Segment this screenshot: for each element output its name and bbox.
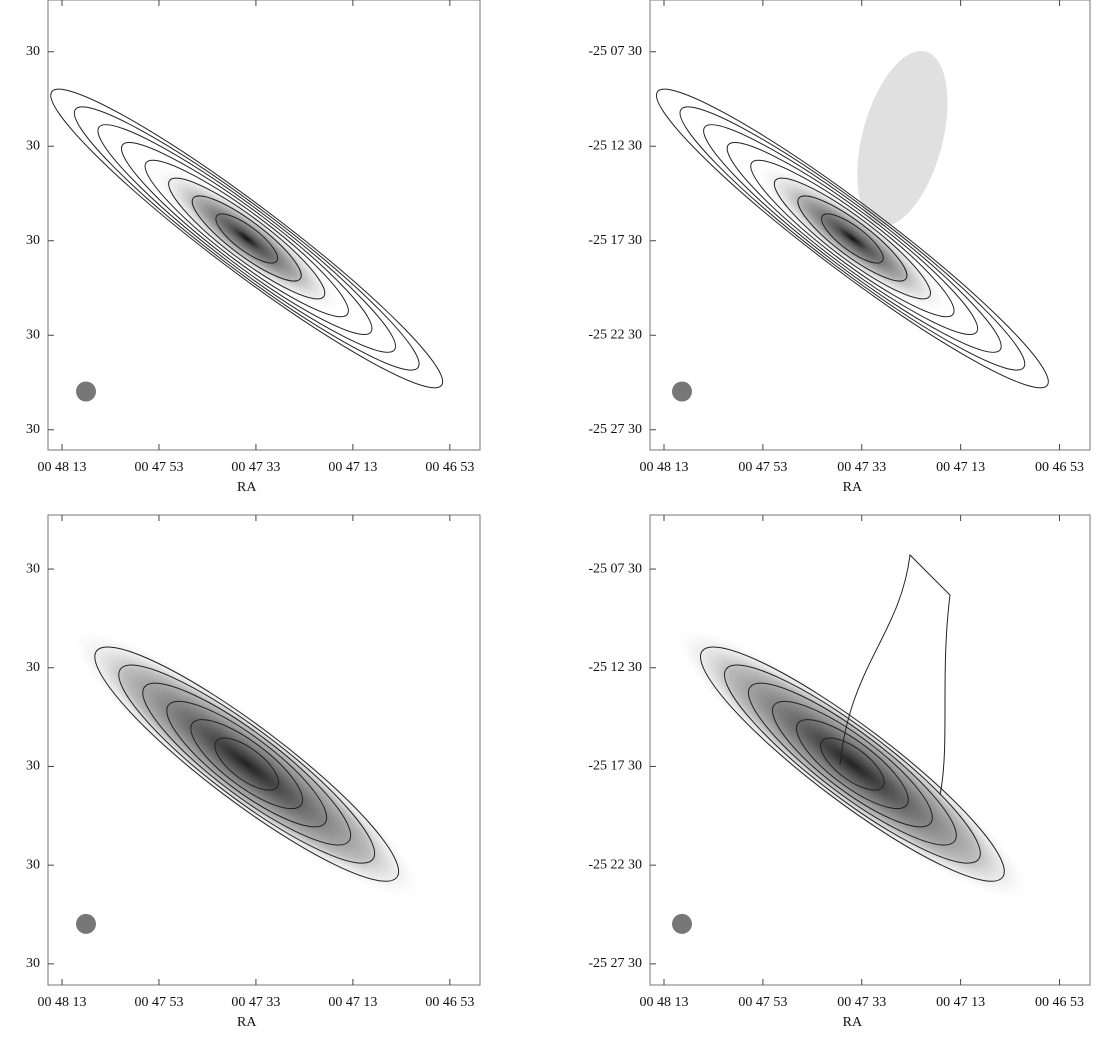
beam	[672, 913, 692, 934]
contour	[797, 195, 908, 282]
contour	[747, 682, 957, 846]
contour	[655, 88, 1049, 389]
contour	[796, 719, 909, 810]
galaxy-emission	[72, 629, 422, 899]
contour	[50, 88, 444, 389]
y-tick-label: 30	[26, 956, 40, 971]
contour	[118, 664, 376, 864]
image	[674, 553, 1030, 901]
x-tick-label: 00 47 13	[936, 460, 985, 475]
beam	[76, 913, 96, 934]
contour	[839, 553, 951, 796]
y-tick-label: 30	[26, 138, 40, 153]
contour	[750, 159, 955, 318]
contour	[215, 213, 279, 264]
x-axis-label: RA	[843, 480, 863, 495]
contour	[679, 106, 1026, 371]
x-tick-label: 00 47 33	[231, 995, 280, 1010]
image	[72, 629, 422, 899]
x-tick-label: 00 48 13	[38, 460, 87, 475]
contour	[773, 177, 931, 300]
y-tick-label: 30	[26, 857, 40, 872]
contour	[120, 141, 373, 336]
contour	[820, 737, 885, 791]
x-tick-label: 00 46 53	[1035, 995, 1084, 1010]
y-tick-label: -25 22 30	[588, 857, 642, 872]
x-tick-label: 00 48 13	[38, 995, 87, 1010]
x-axis-label: RA	[237, 480, 257, 495]
x-tick-label: 00 47 33	[837, 460, 886, 475]
contour	[703, 124, 1002, 353]
y-tick-label: -25 07 30	[588, 44, 642, 59]
x-tick-label: 00 47 13	[328, 460, 377, 475]
contour	[821, 213, 884, 264]
galaxy-emission	[752, 161, 953, 316]
y-tick-label: 30	[26, 759, 40, 774]
x-tick-label: 00 47 53	[738, 460, 787, 475]
contour	[726, 141, 979, 336]
y-tick-label: -25 22 30	[588, 327, 642, 342]
contour	[724, 664, 981, 864]
beam	[672, 381, 692, 402]
y-tick-label: 30	[26, 233, 40, 248]
y-tick-label: -25 27 30	[588, 956, 642, 971]
contour	[191, 195, 302, 282]
x-tick-label: 00 47 53	[134, 995, 183, 1010]
y-tick-label: 30	[26, 422, 40, 437]
x-tick-label: 00 47 53	[134, 460, 183, 475]
contour	[190, 719, 304, 810]
y-tick-label: 30	[26, 660, 40, 675]
x-axis-label: RA	[237, 1015, 257, 1030]
x-tick-label: 00 47 53	[738, 995, 787, 1010]
y-tick-label: 30	[26, 327, 40, 342]
contour	[94, 646, 400, 882]
extended-emission	[857, 50, 948, 227]
x-tick-label: 00 46 53	[425, 995, 474, 1010]
contour	[700, 646, 1005, 882]
contour	[144, 159, 349, 318]
contour	[166, 700, 328, 828]
x-tick-label: 00 46 53	[425, 460, 474, 475]
contour	[142, 682, 352, 846]
image	[50, 88, 444, 389]
x-tick-label: 00 47 13	[936, 995, 985, 1010]
y-tick-label: 30	[26, 561, 40, 576]
y-tick-label: -25 17 30	[588, 233, 642, 248]
galaxy-emission	[674, 627, 1030, 901]
x-tick-label: 00 46 53	[1035, 460, 1084, 475]
contour	[214, 737, 279, 791]
galaxy-emission	[148, 162, 345, 315]
x-tick-label: 00 47 33	[231, 460, 280, 475]
beam	[76, 381, 96, 402]
contour	[771, 700, 933, 828]
y-tick-label: -25 27 30	[588, 422, 642, 437]
contour	[73, 106, 420, 371]
y-tick-label: -25 12 30	[588, 660, 642, 675]
x-tick-label: 00 48 13	[640, 460, 689, 475]
x-tick-label: 00 47 33	[837, 995, 886, 1010]
y-tick-label: -25 07 30	[588, 561, 642, 576]
image	[655, 50, 1049, 389]
contour	[97, 124, 397, 353]
x-tick-label: 00 48 13	[640, 995, 689, 1010]
x-axis-label: RA	[843, 1015, 863, 1030]
y-tick-label: -25 12 30	[588, 138, 642, 153]
y-tick-label: 30	[26, 44, 40, 59]
contour	[168, 177, 326, 300]
x-tick-label: 00 47 13	[328, 995, 377, 1010]
y-tick-label: -25 17 30	[588, 759, 642, 774]
